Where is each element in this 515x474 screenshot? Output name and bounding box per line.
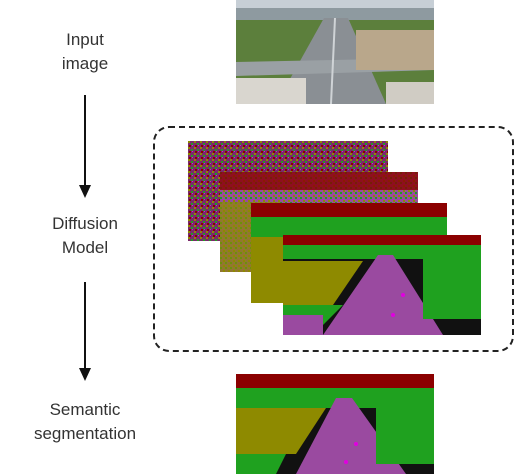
input-aerial-photo	[236, 0, 434, 104]
output-segmentation-map	[236, 374, 434, 474]
semantic-segmentation-label: Semantic segmentation	[33, 400, 137, 443]
down-arrow-icon	[79, 282, 91, 381]
diffusion-model-box	[153, 126, 514, 352]
diffusion-model-label: Diffusion Model	[52, 214, 118, 257]
down-arrow-icon	[79, 95, 91, 198]
input-image-label: Input image	[61, 30, 109, 73]
denoised-frame	[283, 235, 481, 335]
